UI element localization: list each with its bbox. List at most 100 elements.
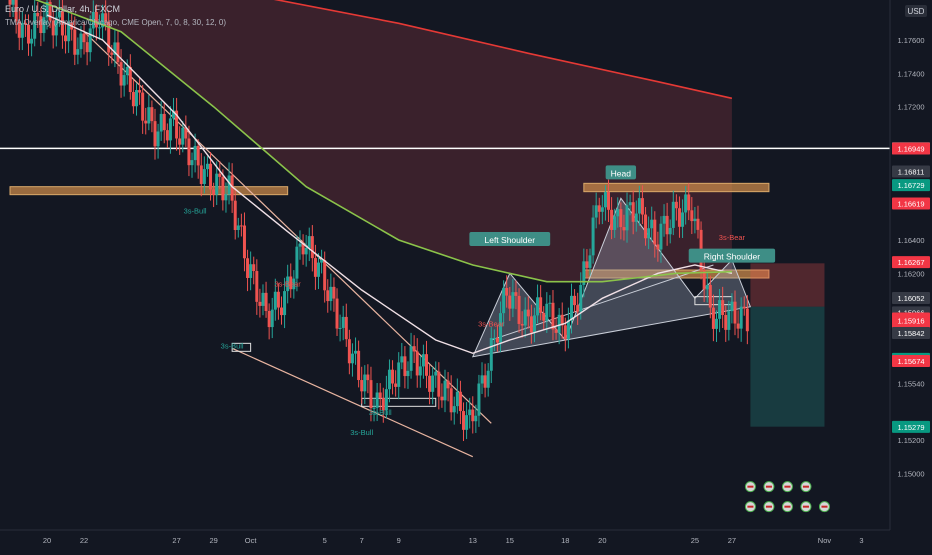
candle-body[interactable]: [508, 295, 512, 309]
candle-body[interactable]: [332, 286, 336, 299]
candle-body[interactable]: [397, 362, 401, 387]
price-badge-label[interactable]: 1.16267: [897, 258, 924, 267]
candle-body[interactable]: [610, 209, 614, 230]
candle-body[interactable]: [585, 261, 589, 268]
candle-body[interactable]: [153, 121, 157, 147]
time-axis[interactable]: 20 22 27 29 Oct 5 7 9 13 15 18 20 25 27 Nov 3: [0, 529, 932, 550]
candle-body[interactable]: [363, 374, 367, 392]
pattern-label-box[interactable]: [469, 232, 551, 246]
candle-body[interactable]: [73, 29, 77, 55]
price-badge[interactable]: [892, 256, 930, 269]
candle-body[interactable]: [344, 316, 348, 340]
candle-body[interactable]: [144, 120, 148, 124]
candle-body[interactable]: [209, 163, 213, 190]
candle-body[interactable]: [242, 225, 246, 259]
candle-body[interactable]: [141, 92, 145, 121]
candle-body[interactable]: [184, 127, 188, 139]
candle-body[interactable]: [536, 297, 540, 316]
candle-body[interactable]: [261, 292, 265, 306]
candle-body[interactable]: [27, 24, 31, 44]
candle-body[interactable]: [591, 217, 595, 256]
candle-body[interactable]: [258, 301, 262, 306]
candle-body[interactable]: [708, 284, 712, 308]
candle-body[interactable]: [495, 337, 499, 343]
candle-body[interactable]: [511, 292, 515, 309]
candle-body[interactable]: [702, 270, 706, 290]
candle-body[interactable]: [492, 337, 496, 339]
candle-body[interactable]: [76, 49, 80, 55]
candle-body[interactable]: [603, 191, 607, 208]
candle-body[interactable]: [125, 66, 129, 76]
candle-body[interactable]: [360, 380, 364, 392]
price-badge[interactable]: [892, 420, 930, 433]
candle-body[interactable]: [292, 278, 296, 290]
candle-body[interactable]: [711, 307, 715, 329]
candle-body[interactable]: [101, 13, 105, 28]
moving-average-line[interactable]: [46, 14, 733, 355]
candle-body[interactable]: [326, 290, 330, 302]
moving-average-line[interactable]: [10, 0, 732, 283]
candle-body[interactable]: [119, 62, 123, 86]
trendline[interactable]: [231, 347, 474, 458]
candle-body[interactable]: [91, 12, 95, 29]
candle-body[interactable]: [588, 255, 592, 268]
candle-body[interactable]: [122, 75, 126, 86]
candle-body[interactable]: [687, 194, 691, 211]
candle-body[interactable]: [88, 28, 92, 53]
candle-body[interactable]: [17, 21, 21, 38]
candle-body[interactable]: [313, 258, 317, 277]
candle-body[interactable]: [628, 202, 632, 206]
candle-body[interactable]: [350, 353, 354, 364]
price-badge[interactable]: [892, 179, 930, 192]
candle-body[interactable]: [428, 375, 432, 392]
candle-body[interactable]: [520, 323, 524, 326]
candle-body[interactable]: [727, 311, 731, 330]
price-axis[interactable]: 1.17600 1.17400 1.17200 1.16400 1.16200 1.155…: [889, 0, 932, 550]
candle-body[interactable]: [107, 21, 111, 53]
candle-body[interactable]: [369, 380, 373, 409]
candle-body[interactable]: [304, 247, 308, 255]
candle-body[interactable]: [724, 315, 728, 330]
pattern-label-box[interactable]: [605, 165, 637, 180]
candle-body[interactable]: [613, 216, 617, 230]
candle-body[interactable]: [67, 22, 71, 42]
candle-body[interactable]: [665, 215, 669, 235]
candle-body[interactable]: [718, 300, 722, 319]
candle-body[interactable]: [582, 261, 586, 285]
candle-body[interactable]: [246, 258, 250, 278]
candle-body[interactable]: [202, 169, 206, 184]
price-badge-label[interactable]: 1.16729: [897, 181, 924, 190]
candle-body[interactable]: [418, 366, 422, 376]
candle-body[interactable]: [514, 292, 518, 296]
candle-body[interactable]: [162, 113, 166, 131]
candle-body[interactable]: [569, 295, 573, 321]
candle-body[interactable]: [134, 90, 138, 107]
candle-body[interactable]: [131, 92, 135, 107]
candle-body[interactable]: [116, 42, 120, 63]
candle-body[interactable]: [455, 391, 459, 407]
candle-body[interactable]: [338, 327, 342, 329]
candle-body[interactable]: [378, 392, 382, 399]
candle-body[interactable]: [187, 138, 191, 166]
candle-body[interactable]: [742, 306, 746, 309]
candle-body[interactable]: [650, 219, 654, 229]
candle-body[interactable]: [45, 1, 49, 18]
candle-body[interactable]: [64, 35, 68, 42]
range-box[interactable]: [231, 342, 252, 352]
candle-body[interactable]: [471, 409, 475, 422]
zone[interactable]: [9, 186, 289, 196]
candle-body[interactable]: [11, 0, 15, 5]
candle-body[interactable]: [594, 205, 598, 218]
moving-average-line[interactable]: [10, 0, 733, 100]
candle-body[interactable]: [20, 22, 24, 38]
candle-body[interactable]: [128, 66, 132, 93]
price-badge[interactable]: [892, 165, 930, 178]
candle-body[interactable]: [54, 17, 58, 36]
candle-body[interactable]: [113, 42, 117, 55]
candle-body[interactable]: [415, 351, 419, 376]
candle-body[interactable]: [458, 391, 462, 412]
candle-body[interactable]: [573, 295, 577, 306]
candle-body[interactable]: [178, 138, 182, 145]
candle-body[interactable]: [721, 300, 725, 316]
candle-body[interactable]: [85, 42, 89, 53]
